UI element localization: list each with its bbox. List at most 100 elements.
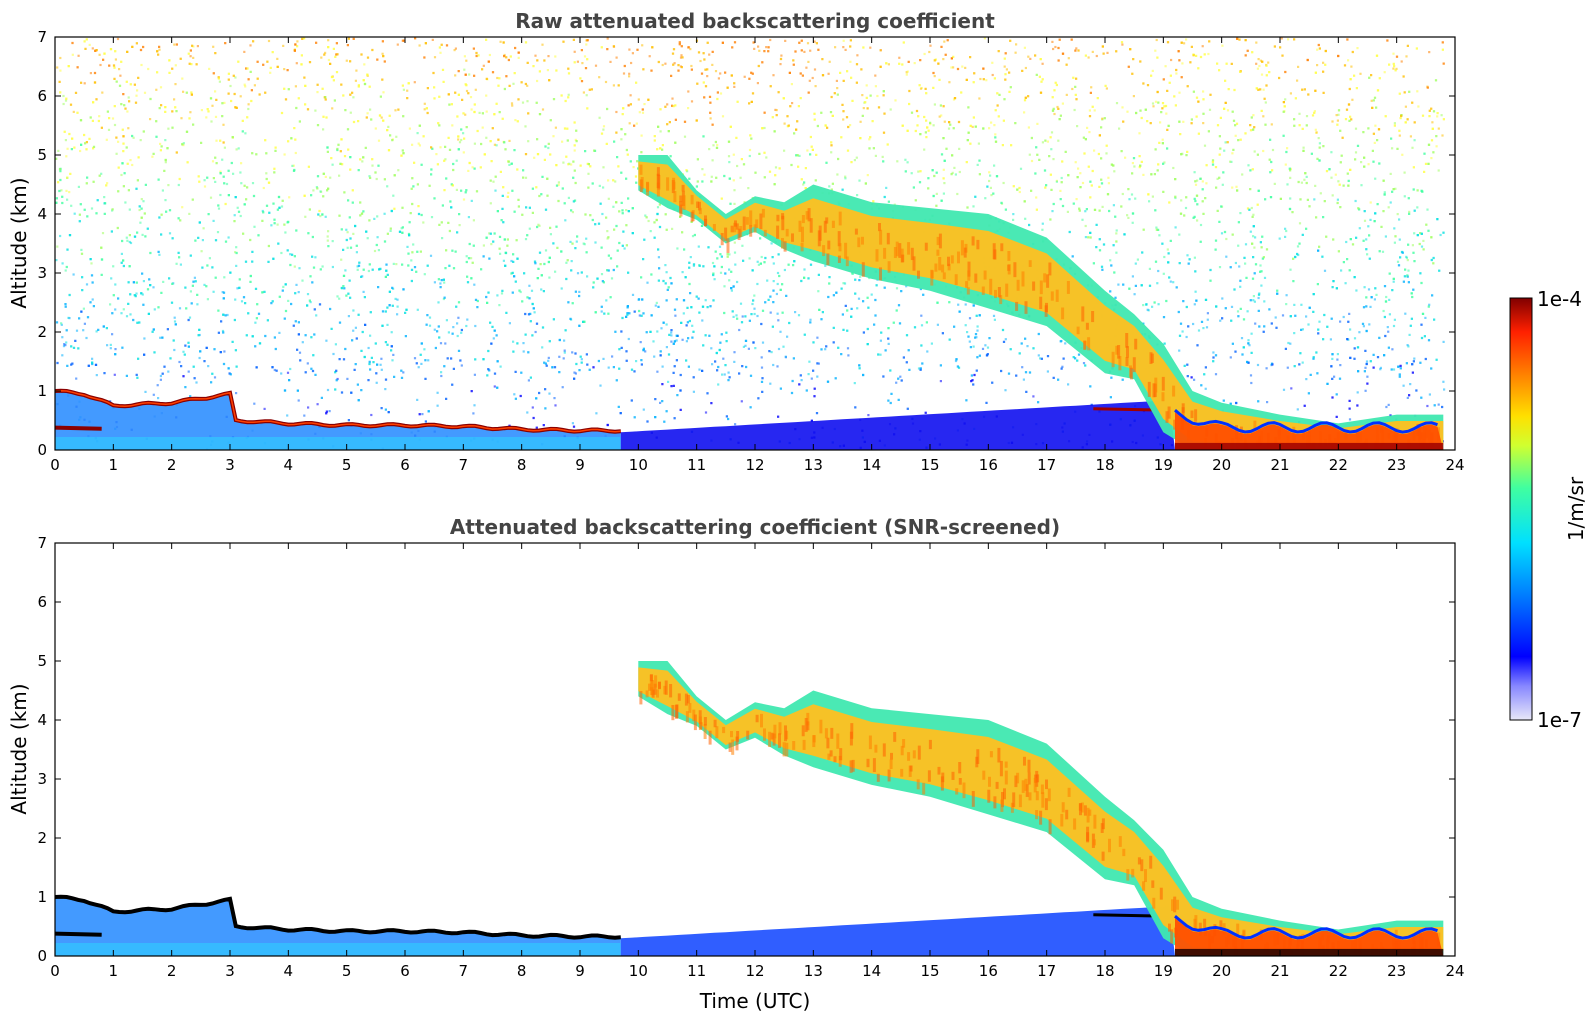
- noise-pixel: [410, 259, 413, 262]
- noise-pixel: [1014, 51, 1017, 54]
- noise-pixel: [1107, 182, 1110, 185]
- noise-pixel: [954, 173, 957, 176]
- noise-pixel: [1169, 280, 1172, 283]
- noise-pixel: [445, 319, 448, 322]
- noise-pixel: [1081, 218, 1084, 221]
- noise-pixel: [966, 331, 969, 334]
- noise-pixel: [1373, 141, 1376, 144]
- noise-pixel: [1301, 328, 1304, 331]
- noise-pixel: [469, 96, 473, 99]
- noise-pixel: [1246, 310, 1249, 313]
- noise-pixel: [761, 341, 765, 344]
- noise-pixel: [879, 353, 882, 356]
- noise-pixel: [90, 262, 93, 265]
- noise-pixel: [809, 49, 812, 52]
- noise-pixel: [1358, 331, 1361, 334]
- noise-pixel: [802, 183, 805, 186]
- noise-pixel: [315, 314, 318, 317]
- noise-pixel: [1142, 173, 1145, 176]
- noise-pixel: [673, 62, 676, 65]
- noise-pixel: [1331, 194, 1334, 197]
- noise-pixel: [1367, 288, 1371, 291]
- noise-pixel: [1253, 300, 1256, 303]
- noise-pixel: [182, 350, 185, 353]
- noise-pixel: [734, 423, 737, 426]
- noise-pixel: [830, 151, 833, 154]
- noise-pixel: [1435, 145, 1438, 148]
- noise-pixel: [571, 422, 574, 425]
- noise-pixel: [1405, 55, 1408, 58]
- noise-pixel: [1071, 87, 1074, 91]
- noise-pixel: [628, 75, 631, 78]
- noise-pixel: [524, 238, 528, 241]
- noise-pixel: [253, 402, 256, 405]
- noise-pixel: [1202, 122, 1205, 125]
- noise-pixel: [1247, 339, 1250, 342]
- noise-pixel: [439, 282, 442, 285]
- noise-pixel: [1057, 139, 1060, 142]
- noise-pixel: [1407, 269, 1410, 272]
- noise-pixel: [879, 339, 882, 342]
- noise-pixel: [620, 138, 623, 141]
- noise-pixel: [1039, 357, 1042, 360]
- noise-pixel: [60, 189, 63, 192]
- noise-pixel: [929, 44, 932, 47]
- noise-pixel: [541, 346, 544, 349]
- noise-pixel: [867, 414, 870, 417]
- noise-pixel: [113, 123, 117, 127]
- noise-pixel: [355, 251, 358, 254]
- noise-pixel: [667, 380, 670, 383]
- noise-pixel: [1012, 213, 1015, 216]
- noise-pixel: [689, 256, 692, 259]
- noise-pixel: [524, 176, 528, 179]
- noise-pixel: [173, 43, 176, 46]
- noise-pixel: [1284, 227, 1287, 230]
- noise-pixel: [494, 189, 497, 192]
- noise-pixel: [1280, 37, 1283, 40]
- noise-pixel: [557, 183, 560, 186]
- noise-pixel: [247, 107, 250, 111]
- noise-pixel: [211, 104, 214, 107]
- noise-pixel: [451, 124, 454, 127]
- noise-pixel: [423, 108, 426, 111]
- noise-pixel: [723, 285, 726, 288]
- noise-pixel: [68, 191, 71, 194]
- noise-pixel: [151, 155, 154, 158]
- noise-pixel: [376, 236, 379, 239]
- noise-pixel: [758, 49, 761, 52]
- noise-pixel: [120, 312, 123, 315]
- noise-pixel: [1138, 132, 1141, 135]
- noise-pixel: [549, 233, 552, 236]
- noise-pixel: [496, 76, 499, 80]
- noise-pixel: [1393, 227, 1396, 230]
- noise-pixel: [397, 169, 400, 172]
- noise-pixel: [1289, 197, 1292, 200]
- noise-pixel: [349, 111, 352, 114]
- noise-pixel: [142, 200, 145, 203]
- noise-pixel: [109, 347, 112, 350]
- noise-pixel: [395, 135, 398, 138]
- noise-pixel: [748, 148, 752, 152]
- noise-pixel: [1387, 206, 1390, 209]
- noise-pixel: [234, 251, 237, 254]
- noise-pixel: [470, 199, 473, 202]
- noise-pixel: [1196, 219, 1199, 222]
- noise-pixel: [327, 230, 330, 233]
- noise-pixel: [366, 237, 369, 240]
- noise-pixel: [1155, 38, 1158, 42]
- noise-pixel: [443, 281, 446, 284]
- noise-pixel: [428, 316, 432, 319]
- noise-pixel: [732, 153, 735, 156]
- noise-pixel: [586, 275, 589, 278]
- noise-pixel: [465, 89, 469, 93]
- noise-pixel: [984, 197, 987, 200]
- noise-pixel: [1379, 366, 1382, 369]
- noise-pixel: [420, 362, 423, 365]
- noise-pixel: [1287, 341, 1290, 345]
- noise-pixel: [500, 292, 504, 295]
- noise-pixel: [1036, 122, 1039, 125]
- noise-pixel: [251, 182, 255, 185]
- noise-pixel: [1252, 299, 1255, 302]
- noise-pixel: [56, 66, 59, 69]
- noise-pixel: [1387, 330, 1390, 333]
